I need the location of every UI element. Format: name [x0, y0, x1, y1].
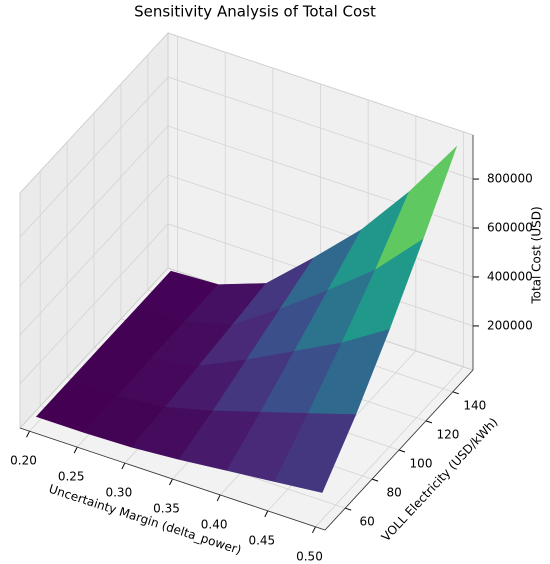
grid-line: [19, 174, 169, 336]
x-tick: [73, 446, 78, 454]
x-tick-label: 0.40: [201, 517, 228, 531]
axis-line: [19, 427, 326, 531]
y-tick-label: 140: [463, 398, 486, 412]
y-tick-label: 120: [436, 427, 459, 441]
x-tick-label: 0.30: [105, 486, 132, 500]
y-tick: [371, 478, 379, 482]
x-tick: [169, 478, 173, 486]
z-tick-label: 800000: [487, 172, 533, 186]
z-axis-label: Total Cost (USD): [530, 206, 544, 304]
surface-patch: [274, 413, 357, 493]
z-tick-label: 400000: [487, 269, 533, 283]
z-tick-label: 600000: [487, 221, 533, 235]
chart-title: Sensitivity Analysis of Total Cost: [134, 3, 376, 21]
x-tick: [264, 510, 269, 518]
y-tick-label: 80: [386, 486, 401, 500]
x-tick: [26, 430, 30, 438]
x-tick-label: 0.50: [296, 549, 323, 563]
x-tick: [312, 526, 316, 534]
grid-line: [167, 174, 474, 278]
grid-line: [19, 125, 169, 287]
x-tick-label: 0.25: [58, 470, 85, 484]
z-tick-label: 200000: [487, 318, 533, 332]
x-tick-label: 0.45: [248, 533, 275, 547]
x-tick-label: 0.35: [153, 502, 180, 516]
x-tick-label: 0.20: [10, 454, 37, 468]
y-tick: [452, 391, 459, 395]
grid-line: [19, 223, 169, 385]
y-tick: [425, 420, 433, 424]
x-tick: [216, 494, 221, 502]
axis-line: [324, 369, 474, 531]
y-tick: [398, 449, 406, 453]
y-tick: [345, 507, 352, 511]
grid-line: [167, 76, 474, 180]
y-tick-label: 60: [360, 515, 375, 529]
y-tick-label: 100: [410, 457, 433, 471]
grid-line: [19, 76, 169, 238]
x-tick: [121, 462, 126, 470]
